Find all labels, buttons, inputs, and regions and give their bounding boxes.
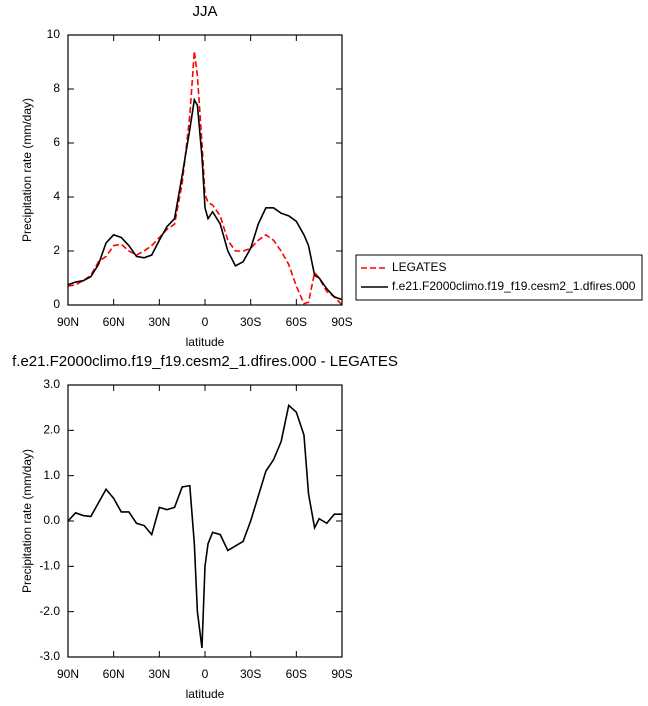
y-tick-label: 1.0 bbox=[43, 468, 60, 482]
legend-label: LEGATES bbox=[392, 260, 446, 274]
y-tick-label: 0.0 bbox=[43, 513, 60, 527]
y-tick-label: 2.0 bbox=[43, 423, 60, 437]
x-tick-label: 30N bbox=[148, 667, 170, 681]
x-tick-label: 90N bbox=[57, 315, 79, 329]
y-tick-label: 10 bbox=[47, 27, 61, 41]
x-axis-label: latitude bbox=[186, 687, 225, 701]
legend-box bbox=[355, 254, 643, 301]
x-tick-label: 30N bbox=[148, 315, 170, 329]
data-line bbox=[68, 51, 342, 305]
data-line bbox=[68, 403, 342, 649]
x-tick-label: 0 bbox=[202, 667, 209, 681]
x-tick-label: 60S bbox=[286, 667, 307, 681]
y-tick-label: 8 bbox=[53, 81, 60, 95]
data-line bbox=[68, 97, 342, 301]
x-tick-label: 90S bbox=[331, 667, 352, 681]
y-tick-label: 3.0 bbox=[43, 377, 60, 391]
y-axis-label: Precipitation rate (mm/day) bbox=[20, 98, 34, 242]
x-tick-label: 30S bbox=[240, 315, 261, 329]
y-tick-label: 6 bbox=[53, 135, 60, 149]
y-axis-label: Precipitation rate (mm/day) bbox=[20, 449, 34, 593]
x-tick-label: 90N bbox=[57, 667, 79, 681]
y-tick-label: -1.0 bbox=[39, 559, 60, 573]
legend-label: f.e21.F2000climo.f19_f19.cesm2_1.dfires.… bbox=[392, 279, 636, 293]
legend: LEGATES f.e21.F2000climo.f19_f19.cesm2_1.… bbox=[355, 254, 643, 301]
y-tick-label: 0 bbox=[53, 297, 60, 311]
x-tick-label: 90S bbox=[331, 315, 352, 329]
panel: f.e21.F2000climo.f19_f19.cesm2_1.dfires.… bbox=[12, 353, 398, 701]
plot-frame bbox=[67, 34, 343, 306]
y-tick-label: 4 bbox=[53, 189, 60, 203]
x-tick-label: 60S bbox=[286, 315, 307, 329]
x-tick-label: 0 bbox=[202, 315, 209, 329]
chart-title: JJA bbox=[192, 3, 217, 20]
chart-title: f.e21.F2000climo.f19_f19.cesm2_1.dfires.… bbox=[12, 353, 398, 370]
x-tick-label: 60N bbox=[103, 667, 125, 681]
x-tick-label: 30S bbox=[240, 667, 261, 681]
y-tick-label: -3.0 bbox=[39, 649, 60, 663]
x-tick-label: 60N bbox=[103, 315, 125, 329]
panel: JJA latitude Precipitation rate (mm/day) 90… bbox=[20, 3, 643, 349]
y-tick-label: -2.0 bbox=[39, 604, 60, 618]
y-tick-label: 2 bbox=[53, 243, 60, 257]
x-axis-label: latitude bbox=[186, 335, 225, 349]
